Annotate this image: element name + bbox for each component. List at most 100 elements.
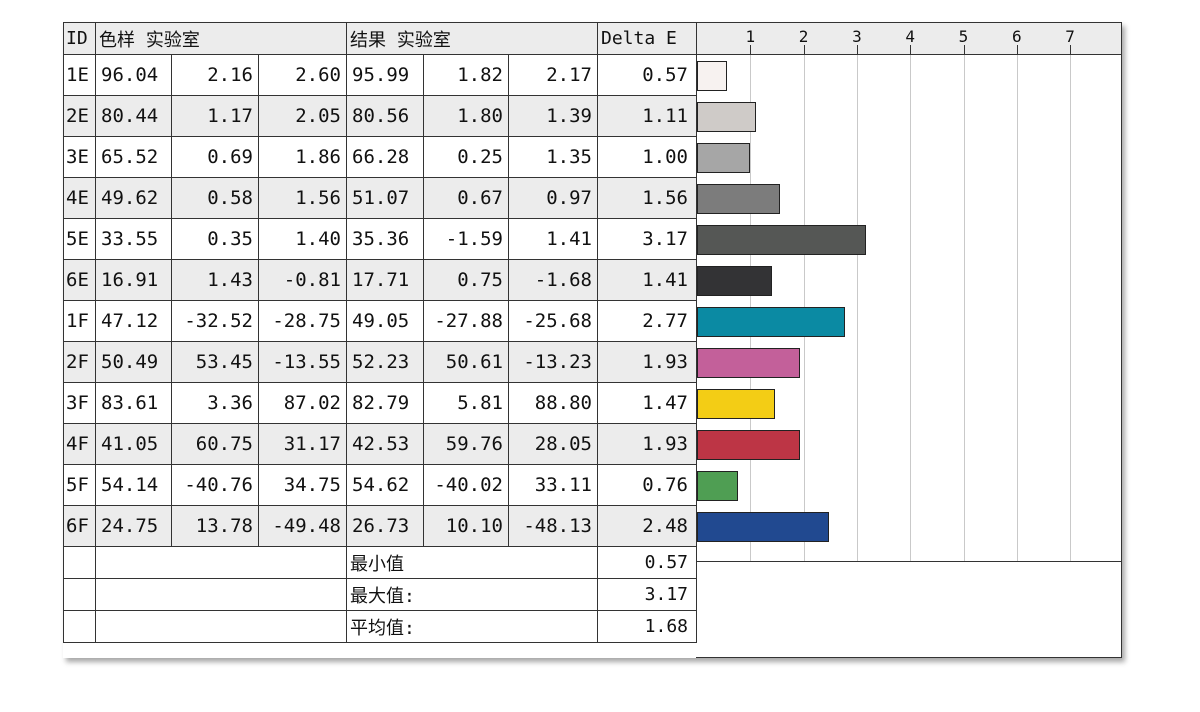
sample-lab-value: -28.75	[258, 300, 347, 342]
delta-e-value: 1.93	[597, 341, 697, 383]
result-lab-value: 1.39	[508, 95, 598, 137]
result-lab-value: -13.23	[508, 341, 598, 383]
result-lab-value: -40.02	[423, 464, 509, 506]
delta-e-value: 2.48	[597, 505, 697, 547]
header-delta-e: Delta E	[597, 22, 697, 55]
sample-lab-value: 24.75	[95, 505, 172, 547]
delta-e-value: 0.57	[597, 54, 697, 96]
sample-lab-value: -32.52	[171, 300, 259, 342]
sample-lab-value: 13.78	[171, 505, 259, 547]
table-row: 2F 50.49 53.45 -13.55 52.23 50.61 -13.23 1.93	[63, 341, 697, 383]
sample-lab-value: 1.43	[171, 259, 259, 301]
result-lab-value: 54.62	[346, 464, 424, 506]
bar-5f	[697, 471, 738, 501]
sample-lab-value: 50.49	[95, 341, 172, 383]
axis-tick-label: 3	[852, 27, 862, 46]
sample-lab-value: 1.56	[258, 177, 347, 219]
row-id: 6F	[63, 505, 96, 547]
bar-6f	[697, 512, 830, 542]
result-lab-value: 95.99	[346, 54, 424, 96]
sample-lab-value: -13.55	[258, 341, 347, 383]
delta-e-value: 0.76	[597, 464, 697, 506]
summary-row: 最小值 0.57	[63, 546, 697, 579]
axis-tick-mark	[856, 45, 858, 55]
result-lab-value: 42.53	[346, 423, 424, 465]
sample-lab-value: 3.36	[171, 382, 259, 424]
bar-2e	[697, 102, 757, 132]
delta-e-value: 1.47	[597, 382, 697, 424]
result-lab-value: -1.68	[508, 259, 598, 301]
sample-lab-value: 87.02	[258, 382, 347, 424]
result-lab-value: 26.73	[346, 505, 424, 547]
sample-lab-value: 2.16	[171, 54, 259, 96]
bar-4e	[697, 184, 781, 214]
summary-empty-cell	[95, 610, 347, 643]
sample-lab-value: 80.44	[95, 95, 172, 137]
row-id: 3F	[63, 382, 96, 424]
result-lab-value: 49.05	[346, 300, 424, 342]
table-row: 2E 80.44 1.17 2.05 80.56 1.80 1.39 1.11	[63, 95, 697, 137]
color-data-table: ID 色样 实验室 结果 实验室 Delta E 1E 96.04 2.16 2.60 95.9…	[63, 22, 697, 643]
sample-lab-value: 83.61	[95, 382, 172, 424]
delta-e-value: 1.00	[597, 136, 697, 178]
summary-row: 最大值: 3.17	[63, 578, 697, 611]
result-lab-value: 17.71	[346, 259, 424, 301]
result-lab-value: 33.11	[508, 464, 598, 506]
row-id: 1E	[63, 54, 96, 96]
row-id: 3E	[63, 136, 96, 178]
result-lab-value: 0.25	[423, 136, 509, 178]
table-row: 5F 54.14 -40.76 34.75 54.62 -40.02 33.11 0.76	[63, 464, 697, 506]
summary-value: 0.57	[597, 546, 697, 579]
delta-e-bar-chart: 1 2 3 4 5 6 7	[696, 22, 1122, 562]
axis-tick-label: 5	[958, 27, 969, 46]
row-id: 5F	[63, 464, 96, 506]
bar-6e	[697, 266, 773, 296]
gridline	[963, 55, 965, 561]
chart-axis-header: 1 2 3 4 5 6 7	[697, 23, 1121, 55]
result-lab-value: 80.56	[346, 95, 424, 137]
result-lab-value: -27.88	[423, 300, 509, 342]
summary-row: 平均值: 1.68	[63, 610, 697, 643]
table-row: 6F 24.75 13.78 -49.48 26.73 10.10 -48.13 2.48	[63, 505, 697, 547]
delta-e-value: 3.17	[597, 218, 697, 260]
delta-e-value: 2.77	[597, 300, 697, 342]
table-row: 1F 47.12 -32.52 -28.75 49.05 -27.88 -25.68 2.77	[63, 300, 697, 342]
table-header-row: ID 色样 实验室 结果 实验室 Delta E	[63, 22, 697, 55]
row-id: 4E	[63, 177, 96, 219]
result-lab-value: 1.41	[508, 218, 598, 260]
table-row: 3F 83.61 3.36 87.02 82.79 5.81 88.80 1.47	[63, 382, 697, 424]
summary-value: 1.68	[597, 610, 697, 643]
result-lab-value: 5.81	[423, 382, 509, 424]
sample-lab-value: 0.35	[171, 218, 259, 260]
result-lab-value: 1.35	[508, 136, 598, 178]
delta-e-value: 1.11	[597, 95, 697, 137]
table-row: 1E 96.04 2.16 2.60 95.99 1.82 2.17 0.57	[63, 54, 697, 96]
row-id: 2E	[63, 95, 96, 137]
row-id: 1F	[63, 300, 96, 342]
sample-lab-value: 33.55	[95, 218, 172, 260]
sample-lab-value: -49.48	[258, 505, 347, 547]
result-lab-value: 88.80	[508, 382, 598, 424]
bar-5e	[697, 225, 866, 255]
row-id: 4F	[63, 423, 96, 465]
delta-e-report: ID 色样 实验室 结果 实验室 Delta E 1E 96.04 2.16 2.60 95.9…	[63, 22, 1122, 658]
header-id: ID	[63, 22, 96, 55]
result-lab-value: 1.82	[423, 54, 509, 96]
result-lab-value: 2.17	[508, 54, 598, 96]
result-lab-value: 35.36	[346, 218, 424, 260]
sample-lab-value: 49.62	[95, 177, 172, 219]
sample-lab-value: 41.05	[95, 423, 172, 465]
sample-lab-value: 60.75	[171, 423, 259, 465]
summary-empty-cell	[63, 578, 96, 611]
result-lab-value: 0.67	[423, 177, 509, 219]
header-result-lab: 结果 实验室	[346, 22, 598, 55]
axis-tick-mark	[750, 45, 752, 55]
summary-blank-area	[696, 562, 1122, 658]
table-row: 4E 49.62 0.58 1.56 51.07 0.67 0.97 1.56	[63, 177, 697, 219]
bar-1e	[697, 61, 728, 91]
summary-empty-cell	[63, 610, 96, 643]
axis-tick-label: 1	[745, 27, 756, 46]
axis-tick-mark	[1016, 45, 1018, 55]
sample-lab-value: 47.12	[95, 300, 172, 342]
summary-label: 最小值	[346, 546, 598, 579]
